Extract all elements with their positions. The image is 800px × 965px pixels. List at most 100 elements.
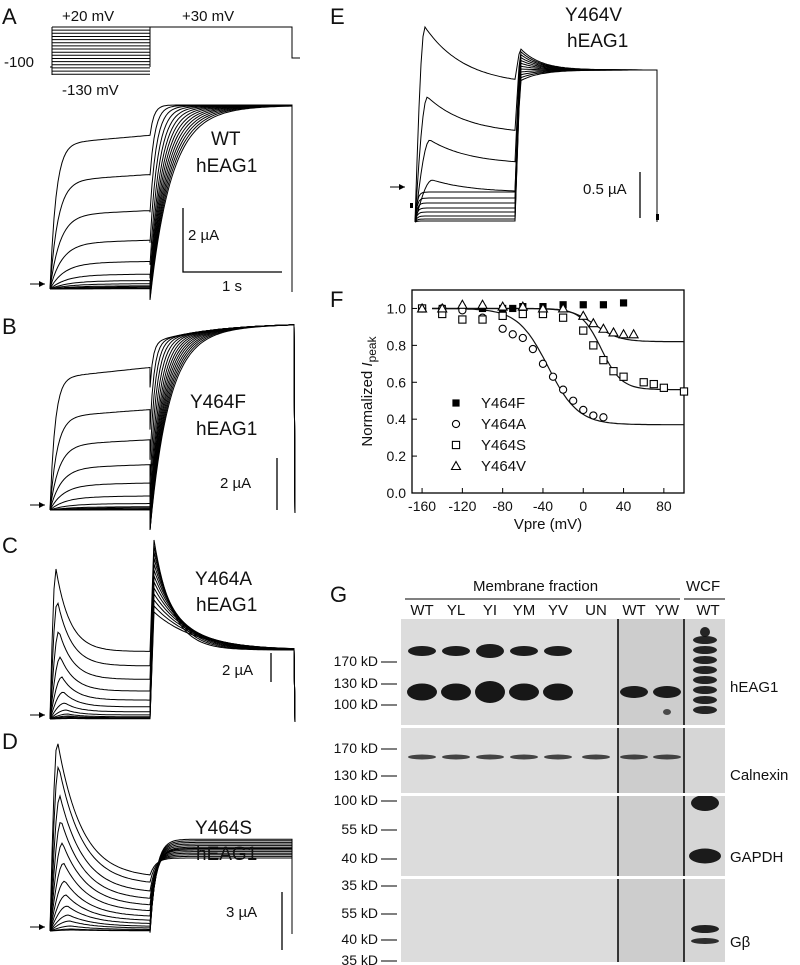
blot-band xyxy=(509,683,539,701)
trace-title-y464s: Y464S xyxy=(195,818,252,839)
legend-label: Y464A xyxy=(481,416,526,433)
panel-letter-b: B xyxy=(2,314,17,339)
mw-marker-label: 40 kD xyxy=(341,850,378,866)
blot-band xyxy=(693,666,717,674)
current-traces-y464v xyxy=(410,25,659,223)
blot-band xyxy=(441,683,471,701)
trace-title-wt: WT xyxy=(211,129,241,150)
data-point xyxy=(538,359,548,368)
legend-marker xyxy=(452,399,460,407)
current-trace xyxy=(50,105,293,300)
data-point xyxy=(649,379,658,389)
blot-label: Calnexin xyxy=(730,767,788,784)
scale-bar-wt xyxy=(182,208,282,273)
data-point xyxy=(498,324,507,333)
data-point xyxy=(579,405,588,415)
scale-current-y464f: 2 µA xyxy=(220,475,251,492)
mw-marker-label: 100 kD xyxy=(334,696,378,712)
x-tick-label: 80 xyxy=(656,498,672,514)
trace-start-marker xyxy=(410,203,413,208)
data-point xyxy=(619,299,628,307)
current-trace xyxy=(414,69,658,223)
data-point xyxy=(589,411,598,420)
membrane-lanes-bg-2 xyxy=(618,619,684,725)
data-point xyxy=(456,299,468,309)
blot-strip-heag1: 170 kD 130 kD 100 kD hEAG1 xyxy=(334,619,778,725)
arrowhead-d xyxy=(39,924,45,930)
blot-band xyxy=(407,683,437,701)
data-point xyxy=(579,326,588,335)
data-point xyxy=(436,302,448,313)
data-point xyxy=(599,301,608,309)
x-tick-label: 0 xyxy=(579,498,587,514)
data-point xyxy=(509,304,517,313)
data-point xyxy=(537,302,549,313)
y-tick-label: 0.4 xyxy=(387,411,407,427)
lane-label: WT xyxy=(410,602,433,619)
current-trace xyxy=(414,69,658,223)
membrane-lanes-bg-2 xyxy=(618,727,684,793)
mw-marker-label: 35 kD xyxy=(341,952,378,965)
panel-f: F -160 -120 -80 -40 0 40 80 0.0 0.2 0.4 0.6 0.8 1.0 V… xyxy=(330,287,689,533)
wcf-lane-bg xyxy=(684,879,725,962)
x-tick-label: -120 xyxy=(448,498,476,514)
wcf-header: WCF xyxy=(686,578,720,595)
trace-title-y464v: Y464V xyxy=(565,5,622,26)
blot-band xyxy=(689,848,721,864)
current-trace xyxy=(50,105,293,299)
blot-band xyxy=(691,925,719,933)
western-blot: 170 kD 130 kD 100 kD hEAG1 170 kD 130 kD 100 k… xyxy=(334,619,788,965)
current-trace xyxy=(49,822,293,934)
arrowhead-e xyxy=(399,184,405,190)
mw-marker-label: 40 kD xyxy=(341,931,378,947)
blot-band xyxy=(691,938,719,944)
data-point xyxy=(608,326,619,337)
current-trace xyxy=(49,849,293,934)
strip-separator xyxy=(401,793,725,796)
current-trace xyxy=(49,569,296,723)
wcf-lane-bg xyxy=(684,727,725,793)
y-tick-label: 0.0 xyxy=(387,485,407,501)
legend-label: Y464S xyxy=(481,437,526,454)
x-tick-label: -80 xyxy=(493,498,513,514)
blot-band xyxy=(408,754,436,760)
data-point xyxy=(477,299,488,309)
lane-label: WT xyxy=(696,602,719,619)
scale-time-wt: 1 s xyxy=(222,278,242,295)
blot-band xyxy=(510,646,538,656)
current-trace xyxy=(414,68,658,223)
blot-band xyxy=(510,754,538,760)
blot-band xyxy=(700,627,710,637)
current-trace xyxy=(49,105,293,297)
strip-separator xyxy=(401,725,725,728)
data-point xyxy=(497,300,509,311)
x-tick-label: -160 xyxy=(408,498,436,514)
data-point xyxy=(458,315,467,324)
y-tick-label: 0.2 xyxy=(387,448,407,464)
current-traces-y464s xyxy=(49,743,293,934)
arrowhead-b xyxy=(39,502,45,508)
plot-frame xyxy=(411,289,685,494)
current-trace xyxy=(49,581,296,723)
current-trace xyxy=(49,545,296,723)
panel-letter-f: F xyxy=(330,287,343,312)
panel-e: E Y464V hEAG1 0.5 µA xyxy=(330,4,659,223)
data-point xyxy=(599,413,608,422)
boltzmann-fit-line xyxy=(432,307,685,343)
panel-letter-c: C xyxy=(2,533,18,558)
data-point xyxy=(659,383,669,392)
lane-label: UN xyxy=(585,602,607,619)
blot-band xyxy=(620,754,648,760)
current-trace xyxy=(50,324,296,530)
legend-marker xyxy=(450,460,462,471)
blot-band xyxy=(693,696,717,704)
y-axis-label: Normalized Ipeak xyxy=(359,335,379,446)
current-trace xyxy=(49,324,296,529)
current-trace xyxy=(49,104,293,292)
scale-current-y464v: 0.5 µA xyxy=(583,181,627,198)
trace-subtitle-y464s: hEAG1 xyxy=(196,844,257,865)
data-point xyxy=(478,315,487,324)
current-trace xyxy=(49,842,293,934)
data-point xyxy=(577,310,589,320)
